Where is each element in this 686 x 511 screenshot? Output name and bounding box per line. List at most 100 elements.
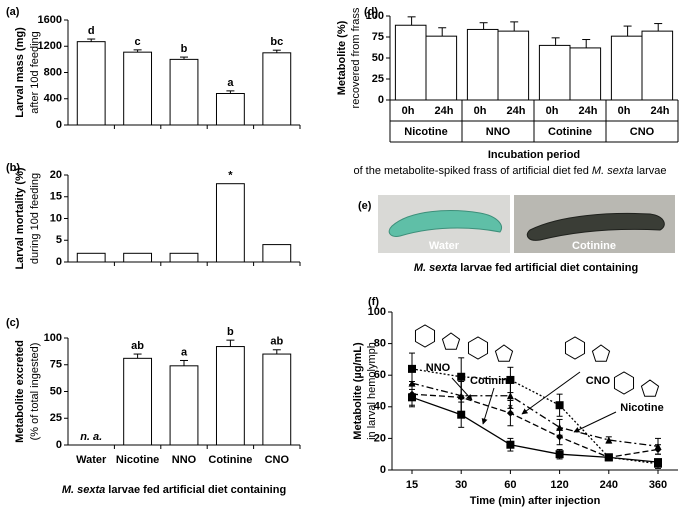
structure xyxy=(494,344,514,362)
subtitle-text: of the metabolite-spiked frass of artifi… xyxy=(353,165,588,177)
bar xyxy=(169,365,199,446)
y-tick-label: 100 xyxy=(368,306,386,318)
group-label: NNO xyxy=(486,126,511,138)
annotation: a xyxy=(227,77,234,89)
x-tick-label: 120 xyxy=(550,479,568,491)
bar xyxy=(123,357,153,446)
annotation: * xyxy=(228,170,233,182)
x-tick-label: 360 xyxy=(649,479,667,491)
y-axis-sublabel: in larval hemolymph xyxy=(366,342,378,440)
y-tick-label: 20 xyxy=(50,169,62,181)
x-tick-label: 0h xyxy=(474,105,487,117)
x-tick-label: 15 xyxy=(406,479,418,491)
larva-water xyxy=(388,210,502,237)
marker xyxy=(457,410,466,419)
annotation: b xyxy=(181,43,188,55)
x-tick-label: 0h xyxy=(402,105,415,117)
marker xyxy=(506,409,514,417)
subtitle: of the metabolite-spiked frass of artifi… xyxy=(353,165,666,177)
y-tick-label: 0 xyxy=(378,94,384,106)
y-tick-label: 25 xyxy=(372,73,384,85)
annotation: c xyxy=(135,36,141,48)
y-axis-label: Larval mortality (%) xyxy=(14,167,26,269)
species: M. sexta xyxy=(592,165,634,177)
series-name: CNO xyxy=(586,375,611,387)
bar xyxy=(538,44,571,101)
y-tick-label: 800 xyxy=(44,66,62,78)
bar xyxy=(123,252,153,263)
structure xyxy=(613,371,635,395)
panel-label: (e) xyxy=(358,200,372,212)
marker xyxy=(457,372,466,381)
y-tick-label: 50 xyxy=(50,385,62,397)
panel-label: (f) xyxy=(368,296,379,308)
y-tick-label: 80 xyxy=(374,338,386,350)
y-axis-label: Metabolite (µg/mL) xyxy=(352,342,364,440)
bar xyxy=(641,30,674,101)
marker xyxy=(556,433,564,441)
structure xyxy=(564,336,586,360)
y-tick-label: 50 xyxy=(372,52,384,64)
marker xyxy=(605,436,613,444)
y-axis-sublabel: recovered from frass xyxy=(350,7,362,108)
arrow xyxy=(521,371,581,415)
group-label: CNO xyxy=(630,126,655,138)
x-tick-label: 24h xyxy=(507,105,526,117)
y-axis-sublabel: after 10d feeding xyxy=(29,31,41,114)
x-axis-label-text: larvae fed artificial diet containing xyxy=(108,484,286,496)
x-tick-label: 0h xyxy=(618,105,631,117)
y-tick-label: 0 xyxy=(380,464,386,476)
x-tick-label: 240 xyxy=(600,479,618,491)
missing-label: n. a. xyxy=(80,431,102,443)
bar xyxy=(215,93,245,126)
bar xyxy=(569,47,602,101)
series-name: NNO xyxy=(426,362,451,374)
x-tick-label: 24h xyxy=(435,105,454,117)
annotation: b xyxy=(227,326,234,338)
marker xyxy=(555,450,564,459)
annotation: * xyxy=(557,425,562,437)
structure xyxy=(414,324,436,348)
panel-label: (b) xyxy=(6,162,20,174)
annotation: ab xyxy=(270,336,283,348)
marker xyxy=(654,458,662,467)
y-tick-label: 5 xyxy=(56,234,62,246)
y-tick-label: 10 xyxy=(50,212,62,224)
y-tick-label: 0 xyxy=(56,439,62,451)
structure xyxy=(441,332,461,350)
x-axis-label: Time (min) after injection xyxy=(470,495,601,507)
y-tick-label: 1200 xyxy=(38,40,62,52)
photo-caption: Cotinine xyxy=(572,240,616,252)
panel-label: (a) xyxy=(6,6,20,18)
series-line xyxy=(411,396,659,463)
x-tick-label: NNO xyxy=(172,454,197,466)
y-axis-label: Metabolite excreted xyxy=(14,340,26,443)
bar xyxy=(76,252,106,263)
bar xyxy=(262,52,292,126)
y-axis-sublabel: during 10d feeding xyxy=(29,173,41,264)
bar xyxy=(123,51,153,126)
marker xyxy=(506,375,515,384)
panel-e: (e) Water Cotinine M. sexta larvae fed a… xyxy=(358,195,675,274)
group-label: Cotinine xyxy=(548,126,592,138)
marker xyxy=(506,392,514,400)
structure xyxy=(640,379,660,397)
x-axis-label: M. sexta larvae fed artificial diet cont… xyxy=(62,484,286,496)
bar xyxy=(215,183,245,263)
x-tick-label: 60 xyxy=(504,479,516,491)
bar xyxy=(169,58,199,126)
y-tick-label: 75 xyxy=(50,359,62,371)
panel-label: (d) xyxy=(364,6,378,18)
y-tick-label: 15 xyxy=(50,191,62,203)
bar xyxy=(425,35,458,101)
bar xyxy=(262,353,292,446)
bar xyxy=(497,30,530,101)
bar xyxy=(466,28,499,101)
arrow xyxy=(451,377,473,401)
y-axis-sublabel: (% of total ingested) xyxy=(29,343,41,441)
y-tick-label: 400 xyxy=(44,93,62,105)
panel-title: M. sexta larvae fed artificial diet cont… xyxy=(414,262,638,274)
annotation: a xyxy=(181,346,188,358)
structure xyxy=(591,344,611,362)
